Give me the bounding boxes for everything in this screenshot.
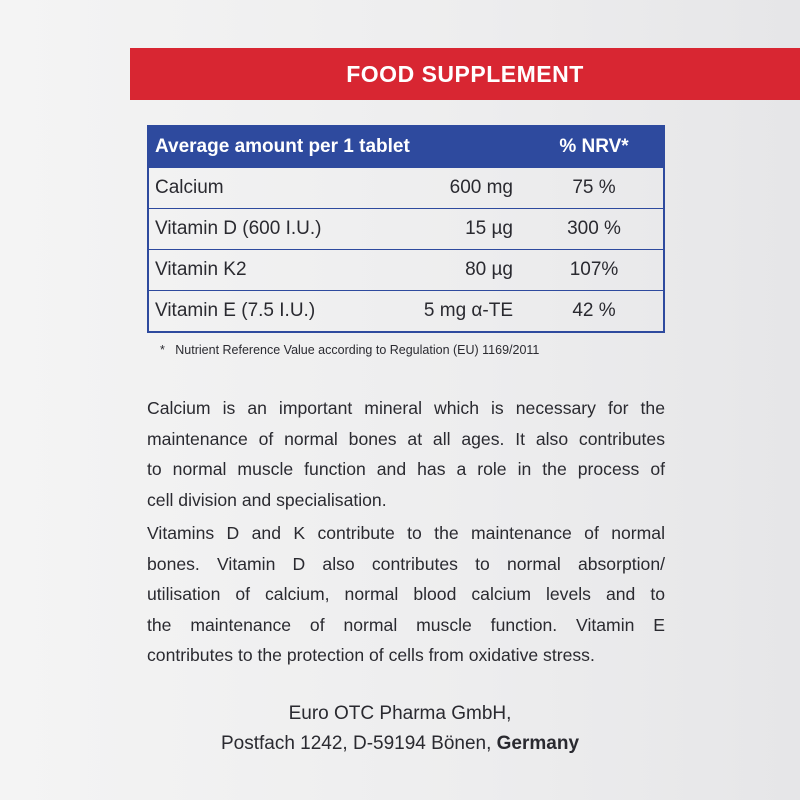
table-cell: 600 mg [449, 177, 513, 198]
table-cell: 107% [569, 259, 619, 280]
table-cell: 42 % [572, 300, 616, 321]
text-line: bones. Vitamin D also contributes to nor… [147, 553, 665, 574]
table-cell: 300 % [567, 218, 621, 239]
table-row: Vitamin D (600 I.U.) 15 µg 300 % [149, 208, 663, 249]
text-line: Calcium is an important mineral which is… [147, 398, 665, 418]
text-line: the maintenance of normal muscle functio… [147, 614, 665, 635]
text-line: Vitamins D and K contribute to the maint… [147, 523, 665, 543]
address-line: Postfach 1242, D-59194 Bönen, Germany [0, 733, 800, 755]
table-cell: Calcium [155, 177, 224, 198]
footnote: * Nutrient Reference Value according to … [160, 343, 540, 357]
text-line: to normal muscle function and has a role… [147, 459, 665, 479]
table-row: Vitamin K2 80 µg 107% [149, 249, 663, 290]
table-cell: 80 µg [465, 259, 513, 280]
address-line: Euro OTC Pharma GmbH, [288, 703, 512, 724]
nutrition-table: Average amount per 1 tablet % NRV* Calci… [147, 125, 665, 333]
table-cell: Vitamin D (600 I.U.) [155, 218, 322, 239]
paragraph: Calcium is an important mineral which is… [147, 393, 665, 515]
text-line: contributes to the protection of cells f… [147, 645, 595, 665]
table-cell: Vitamin E (7.5 I.U.) [155, 300, 316, 321]
paragraph: Vitamins D and K contribute to the maint… [147, 518, 665, 671]
header-cell: Average amount per 1 tablet [155, 136, 410, 157]
header-band: FOOD SUPPLEMENT [130, 48, 800, 100]
table-cell: 15 µg [465, 218, 513, 239]
text-line: maintenance of normal bones at all ages.… [147, 428, 665, 449]
table-cell: 75 % [572, 177, 616, 198]
text-line: cell division and specialisation. [147, 489, 387, 510]
header-cell: % NRV* [559, 136, 629, 157]
header-title: FOOD SUPPLEMENT [346, 61, 584, 87]
table-cell: 5 mg α-TE [423, 300, 513, 321]
text-line: utilisation of calcium, normal blood cal… [147, 584, 665, 604]
table-row: Calcium 600 mg 75 % [149, 167, 663, 208]
address-country: Germany [496, 733, 580, 754]
table-header: Average amount per 1 tablet % NRV* [149, 127, 663, 167]
address-text: Postfach 1242, D-59194 Bönen, [220, 733, 492, 754]
table-cell: Vitamin K2 [155, 259, 247, 280]
table-row: Vitamin E (7.5 I.U.) 5 mg α-TE 42 % [149, 290, 663, 331]
